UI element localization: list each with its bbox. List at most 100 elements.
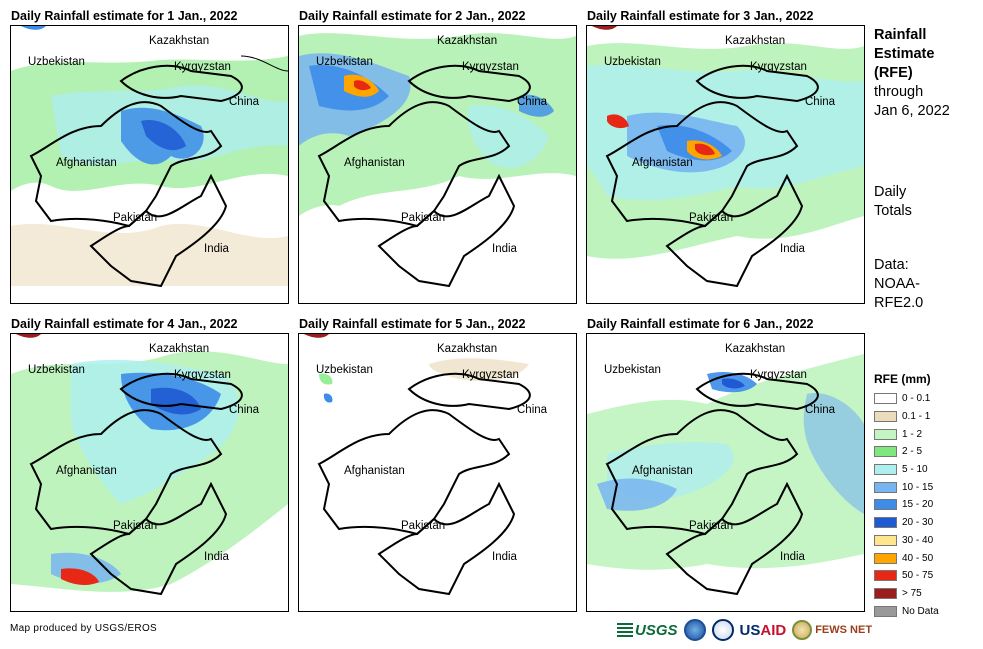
panel-title-6: Daily Rainfall estimate for 6 Jan., 2022 (587, 317, 814, 331)
legend-swatch (874, 428, 897, 440)
legend-swatch (874, 605, 897, 617)
label-pakistan: Pakistan (689, 520, 734, 532)
label-kazakhstan: Kazakhstan (149, 343, 210, 355)
partner-logos: USGS USAID FEWS NET (617, 617, 872, 643)
label-kyrgyzstan: Kyrgyzstan (750, 61, 807, 73)
data-line-2: NOAA- (874, 276, 920, 292)
label-kazakhstan: Kazakhstan (149, 35, 210, 47)
label-china: China (805, 96, 836, 108)
label-afghanistan: Afghanistan (56, 465, 117, 477)
label-uzbekistan: Uzbekistan (604, 56, 661, 68)
through-date: Jan 6, 2022 (874, 103, 950, 119)
label-pakistan: Pakistan (689, 212, 734, 224)
usaid-logo: USAID (740, 622, 787, 639)
rainfall-overlay (11, 334, 288, 592)
country-borders (29, 55, 288, 288)
legend-swatch (874, 517, 897, 529)
legend-label: 2 - 5 (902, 446, 923, 458)
legend-item: 30 - 40 (874, 532, 939, 550)
legend-swatch (874, 393, 897, 405)
label-china: China (229, 96, 260, 108)
country-borders (317, 64, 531, 288)
legend-item: 10 - 15 (874, 478, 939, 496)
country-borders (317, 372, 531, 596)
credit-text: Map produced by USGS/EROS (10, 623, 158, 634)
country-borders (605, 64, 819, 288)
usaid-aid-text: AID (760, 621, 787, 639)
legend-item: 40 - 50 (874, 549, 939, 567)
rainfall-overlay (299, 33, 576, 216)
label-china: China (517, 404, 548, 416)
rainfall-map-jan-5: Kazakhstan Uzbekistan Kyrgyzstan China A… (298, 333, 577, 612)
label-china: China (805, 404, 836, 416)
legend-item: 5 - 10 (874, 461, 939, 479)
usaid-us-text: US (739, 621, 761, 639)
panel-title-2: Daily Rainfall estimate for 2 Jan., 2022 (299, 9, 526, 23)
legend-item: 20 - 30 (874, 514, 939, 532)
label-india: India (204, 243, 229, 255)
rainfall-map-jan-1: Kazakhstan Uzbekistan Kyrgyzstan China A… (10, 25, 289, 304)
label-afghanistan: Afghanistan (56, 157, 117, 169)
panel-title-5: Daily Rainfall estimate for 5 Jan., 2022 (299, 317, 526, 331)
label-uzbekistan: Uzbekistan (28, 56, 85, 68)
legend-item: 15 - 20 (874, 496, 939, 514)
legend-label: 50 - 75 (902, 570, 934, 582)
title-line-3: (RFE) (874, 65, 913, 81)
legend-label: 1 - 2 (902, 428, 923, 440)
sidebar-title: Rainfall Estimate (RFE) through Jan 6, 2… (874, 26, 950, 121)
usaid-seal-icon (711, 619, 734, 641)
label-uzbekistan: Uzbekistan (28, 364, 85, 376)
label-india: India (492, 551, 517, 563)
rainfall-map-jan-3: Kazakhstan Uzbekistan Kyrgyzstan China A… (586, 25, 865, 304)
legend-swatch (874, 481, 897, 493)
legend-label: 0 - 0.1 (902, 393, 931, 405)
legend-swatch (874, 587, 897, 599)
title-line-2: Estimate (874, 46, 935, 62)
legend-label: 20 - 30 (902, 517, 934, 529)
legend-label: > 75 (902, 587, 922, 599)
usgs-logo: USGS (617, 622, 678, 639)
label-pakistan: Pakistan (401, 212, 446, 224)
label-uzbekistan: Uzbekistan (316, 364, 373, 376)
label-china: China (229, 404, 260, 416)
fews-globe-icon (792, 620, 813, 640)
label-pakistan: Pakistan (113, 520, 158, 532)
fews-text: FEWS NET (815, 624, 873, 636)
legend-swatch (874, 534, 897, 546)
data-source-label: Data: NOAA- RFE2.0 (874, 256, 923, 313)
label-afghanistan: Afghanistan (344, 157, 405, 169)
label-uzbekistan: Uzbekistan (604, 364, 661, 376)
label-india: India (492, 243, 517, 255)
label-kyrgyzstan: Kyrgyzstan (174, 61, 231, 73)
legend-item: > 75 (874, 585, 939, 603)
legend-swatch (874, 570, 897, 582)
legend-item: 0 - 0.1 (874, 390, 939, 408)
legend-item: No Data (874, 602, 939, 620)
label-india: India (780, 551, 805, 563)
label-kyrgyzstan: Kyrgyzstan (174, 369, 231, 381)
usgs-bars-icon (617, 623, 633, 637)
label-kazakhstan: Kazakhstan (725, 343, 786, 355)
legend-swatch (874, 464, 897, 476)
rainfall-map-jan-6: Kazakhstan Uzbekistan Kyrgyzstan China A… (586, 333, 865, 612)
label-afghanistan: Afghanistan (632, 157, 693, 169)
title-line-1: Rainfall (874, 27, 927, 43)
daily-line-2: Totals (874, 203, 912, 219)
label-india: India (204, 551, 229, 563)
legend: 0 - 0.1 0.1 - 1 1 - 2 2 - 5 5 - 10 10 - 15 15 … (874, 390, 939, 620)
legend-label: 15 - 20 (902, 499, 934, 511)
noaa-logo-icon (683, 619, 706, 641)
daily-totals-label: Daily Totals (874, 183, 912, 221)
panel-title-4: Daily Rainfall estimate for 4 Jan., 2022 (11, 317, 238, 331)
legend-swatch (874, 552, 897, 564)
through-label: through (874, 84, 924, 100)
rainfall-overlay (11, 26, 288, 286)
label-kyrgyzstan: Kyrgyzstan (462, 369, 519, 381)
legend-item: 50 - 75 (874, 567, 939, 585)
legend-title: RFE (mm) (874, 372, 931, 386)
usgs-text: USGS (635, 621, 678, 639)
label-kyrgyzstan: Kyrgyzstan (462, 61, 519, 73)
label-china: China (517, 96, 548, 108)
legend-label: No Data (902, 605, 939, 617)
data-line-3: RFE2.0 (874, 295, 924, 311)
